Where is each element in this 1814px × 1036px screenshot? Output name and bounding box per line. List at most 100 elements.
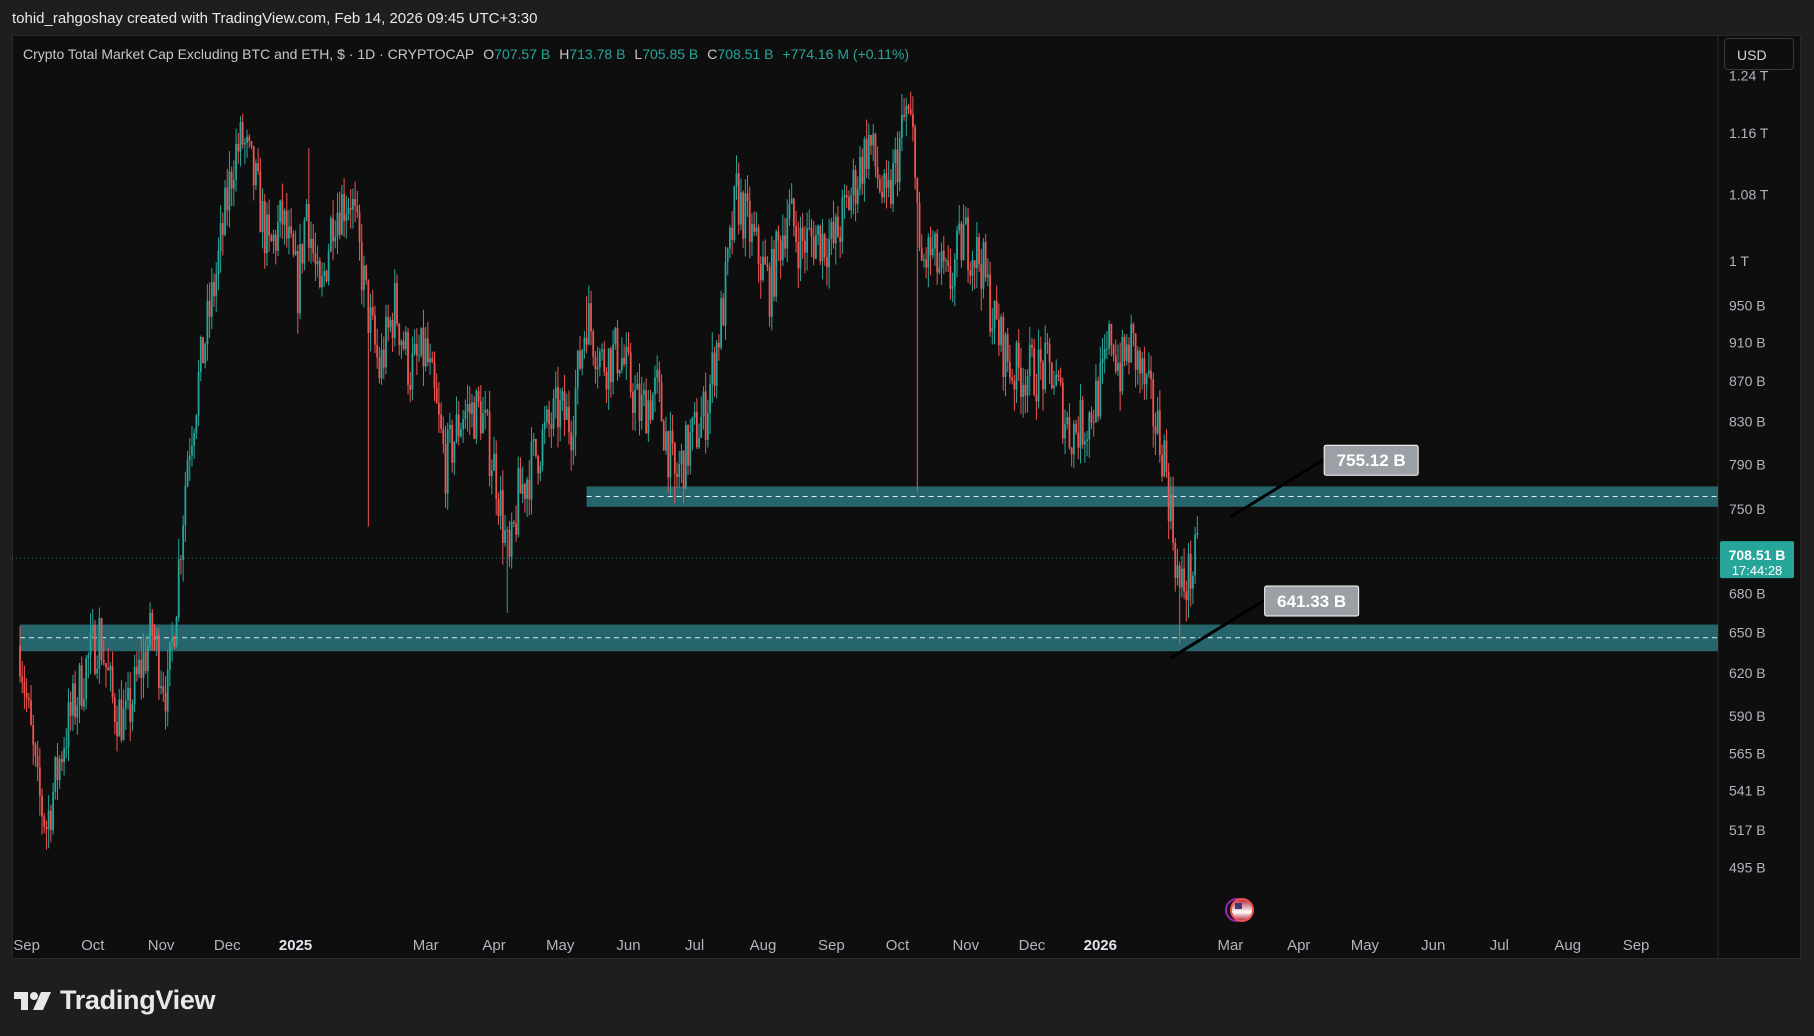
candle-body <box>889 179 892 204</box>
candle-body <box>1150 370 1152 380</box>
candle-body <box>795 226 797 242</box>
candle-body <box>969 270 972 276</box>
candle-body <box>32 724 35 745</box>
candle-body <box>1125 344 1128 361</box>
candle-body <box>660 382 663 422</box>
open-label: O <box>483 46 495 62</box>
candle-body <box>475 391 478 439</box>
candle-body <box>759 264 762 280</box>
candle-body <box>934 233 936 249</box>
candle-body <box>629 352 632 392</box>
time-axis-label: Aug <box>1554 937 1581 954</box>
candle-body <box>1194 534 1197 576</box>
candle-body <box>455 414 458 442</box>
candle-body <box>786 218 789 249</box>
candle-body <box>854 170 857 204</box>
candle-body <box>197 372 200 416</box>
price-axis-label: 620 B <box>1729 665 1766 681</box>
candle-body <box>788 203 791 219</box>
candle-body <box>391 319 394 339</box>
candle-body <box>318 260 321 288</box>
tradingview-brand[interactable]: TradingView <box>14 985 216 1016</box>
time-axis-label: Jun <box>1421 937 1445 954</box>
high-label: H <box>559 46 570 62</box>
candle-body <box>878 179 881 192</box>
time-axis-label: Dec <box>214 937 241 954</box>
candle-body <box>149 612 151 647</box>
candle-body <box>171 637 174 642</box>
us-flag-icon[interactable] <box>1230 898 1254 922</box>
candle-body <box>67 702 70 748</box>
candle-body <box>894 149 897 164</box>
candle-body <box>501 490 504 543</box>
candle-body <box>400 341 403 346</box>
candle-body <box>495 453 498 499</box>
candle-body <box>1172 494 1174 543</box>
candle-body <box>323 271 326 276</box>
candle-body <box>1048 343 1051 363</box>
candle-body <box>193 433 196 446</box>
candle-body <box>78 665 81 706</box>
chart-attribution: tohid_rahgoshay created with TradingView… <box>12 10 538 27</box>
candle-body <box>748 200 751 242</box>
price-axis-label: 1 T <box>1729 253 1749 269</box>
candle-body <box>920 247 923 261</box>
candle-body <box>596 367 599 370</box>
time-axis-label: Dec <box>1019 937 1046 954</box>
candle-body <box>186 459 189 487</box>
candle-body <box>649 400 652 420</box>
candle-body <box>446 429 449 494</box>
candle-body <box>863 138 866 184</box>
candle-body <box>881 191 883 198</box>
candle-body <box>102 659 105 664</box>
time-axis-label: Mar <box>413 937 439 954</box>
candle-body <box>766 264 769 268</box>
candle-body <box>691 417 694 433</box>
candle-body <box>1192 575 1194 589</box>
price-callout[interactable] <box>1264 585 1360 617</box>
candle-body <box>237 143 240 152</box>
candle-body <box>587 303 590 345</box>
candle-body <box>1064 423 1066 439</box>
candle-body <box>356 205 359 212</box>
candle-body <box>548 409 551 425</box>
candle-body <box>409 384 412 390</box>
candle-body <box>1006 334 1009 362</box>
currency-button[interactable]: USD <box>1724 38 1794 70</box>
support-zone[interactable] <box>586 486 1718 507</box>
candle-body <box>991 328 994 332</box>
candle-body <box>347 207 350 215</box>
candle-body <box>757 227 760 265</box>
candle-body <box>550 424 553 429</box>
candle-body <box>1106 348 1108 350</box>
candle-body <box>266 214 268 254</box>
symbol-title[interactable]: Crypto Total Market Cap Excluding BTC an… <box>23 46 475 62</box>
candle-body <box>1178 565 1181 588</box>
candle-body <box>407 332 409 385</box>
candle-body <box>1180 568 1183 588</box>
candle-body <box>1134 333 1137 370</box>
candle-body <box>609 348 612 383</box>
candle-body <box>107 667 110 671</box>
candle-body <box>826 257 828 268</box>
candle-body <box>274 234 277 251</box>
time-axis-label: Sep <box>1623 937 1650 954</box>
candle-body <box>841 197 844 242</box>
price-callout[interactable] <box>1323 444 1419 476</box>
time-axis-label: 2026 <box>1084 937 1117 954</box>
time-axis-label: Sep <box>818 937 845 954</box>
candle-body <box>640 394 643 421</box>
candle-body <box>396 282 398 324</box>
candle-body <box>63 748 65 763</box>
candle-body <box>843 195 846 198</box>
bar-countdown-label: 17:44:28 <box>1732 563 1783 578</box>
candle-body <box>616 328 619 374</box>
candle-body <box>687 425 689 466</box>
candle-body <box>967 217 969 271</box>
candle-body <box>166 669 169 712</box>
candle-body <box>519 468 522 494</box>
candle-body <box>656 369 659 378</box>
candle-body <box>975 237 978 268</box>
candle-body <box>997 319 1000 346</box>
